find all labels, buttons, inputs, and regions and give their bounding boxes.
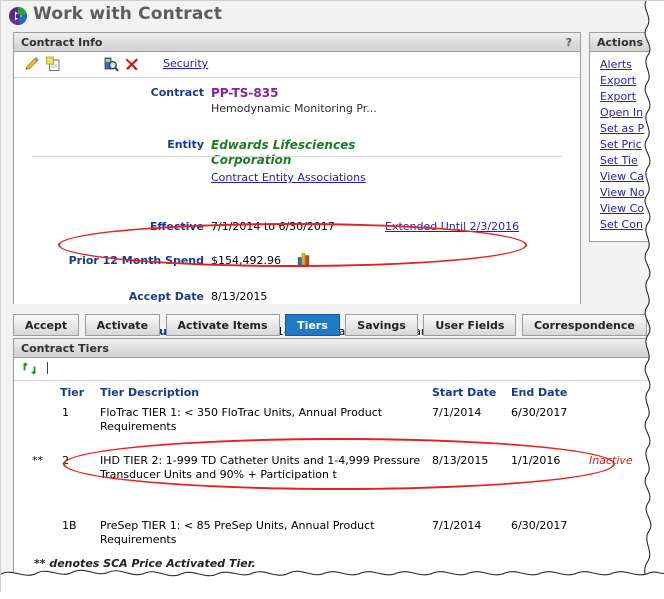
- action-set-tier[interactable]: Set Tie: [600, 154, 638, 167]
- contract-label: Contract: [150, 86, 204, 99]
- action-alerts[interactable]: Alerts: [600, 58, 632, 71]
- contract-info-panel: Contract Info ?: [13, 32, 581, 422]
- field-effective: Effective 7/1/2014 to 6/30/2017 Extended…: [14, 108, 580, 233]
- action-view-co[interactable]: View Co: [600, 202, 645, 215]
- actions-title: Actions: [597, 36, 643, 49]
- field-accept-date: Accept Date 8/13/2015: [14, 138, 580, 303]
- action-open-in[interactable]: Open In: [600, 106, 644, 119]
- contract-info-toolbar: Security: [14, 52, 580, 78]
- effective-value: 7/1/2014 to 6/30/2017: [211, 220, 335, 233]
- tiers-grid-header: Tier Tier Description Start Date End Dat…: [14, 386, 664, 406]
- prior-spend-label: Prior 12 Month Spend: [68, 254, 204, 267]
- magnifier-inspect-icon[interactable]: [103, 56, 119, 72]
- divider: [32, 156, 562, 157]
- tab-correspondence[interactable]: Correspondence: [521, 314, 647, 336]
- field-default-tier: Default Tier IHD TIER 2: 1-999 TD Cathet…: [14, 153, 580, 352]
- row-description: FloTrac TIER 1: < 350 FloTrac Units, Ann…: [100, 406, 383, 433]
- col-end-date: End Date: [511, 386, 568, 399]
- contract-info-header: Contract Info ?: [14, 33, 580, 52]
- col-tier-description: Tier Description: [100, 386, 200, 399]
- action-set-con[interactable]: Set Con: [600, 218, 643, 231]
- action-view-no[interactable]: View No: [600, 186, 645, 199]
- entity-label: Entity: [167, 138, 204, 151]
- field-total-items: Total Items 242: [14, 183, 580, 422]
- field-entity: Entity Edwards Lifesciences Corporation …: [14, 93, 580, 184]
- col-tier: Tier: [60, 386, 85, 399]
- security-link[interactable]: Security: [163, 57, 209, 70]
- app-header: Work with Contract: [1, 1, 664, 31]
- contract-entity-associations-link[interactable]: Contract Entity Associations: [211, 171, 366, 184]
- accept-date-label: Accept Date: [128, 290, 204, 303]
- actions-panel: Actions Alerts Export Export Open In Set…: [589, 32, 664, 242]
- pencil-edit-icon[interactable]: [24, 56, 40, 72]
- row-end-date: 1/1/2016: [511, 454, 561, 467]
- table-row[interactable]: ** 2 IHD TIER 2: 1-999 TD Catheter Units…: [14, 454, 664, 502]
- contract-tiers-title: Contract Tiers: [21, 342, 109, 355]
- contract-tiers-body: Tier Tier Description Start Date End Dat…: [14, 358, 664, 578]
- row-description: IHD TIER 2: 1-999 TD Catheter Units and …: [100, 454, 421, 481]
- accept-date-value: 8/13/2015: [211, 290, 268, 303]
- row-flag: **: [32, 454, 43, 467]
- row-description: PreSep TIER 1: < 85 PreSep Units, Annual…: [100, 519, 375, 546]
- table-row[interactable]: 1 FloTrac TIER 1: < 350 FloTrac Units, A…: [14, 406, 664, 438]
- contract-tiers-header: Contract Tiers: [14, 339, 664, 358]
- text-caret: [47, 362, 48, 374]
- tiers-grid: Tier Tier Description Start Date End Dat…: [14, 386, 664, 551]
- extended-until-link[interactable]: Extended Until 2/3/2016: [385, 220, 520, 233]
- row-tier: 2: [62, 454, 69, 467]
- field-contract: Contract PP-TS-835 Hemodynamic Monitorin…: [14, 78, 580, 115]
- effective-label: Effective: [149, 220, 204, 233]
- action-export-2[interactable]: Export: [600, 90, 637, 103]
- field-prior-spend: Prior 12 Month Spend $154,492.96: [14, 123, 580, 267]
- tab-savings[interactable]: Savings: [345, 314, 418, 336]
- actions-list: Alerts Export Export Open In Set as P Se…: [590, 52, 664, 238]
- contract-tiers-panel: Contract Tiers: [13, 338, 664, 578]
- tab-user-fields[interactable]: User Fields: [423, 314, 517, 336]
- red-x-delete-icon[interactable]: [124, 56, 140, 72]
- action-view-ca[interactable]: View Ca: [600, 170, 645, 183]
- row-start-date: 7/1/2014: [432, 406, 482, 419]
- action-set-as-p[interactable]: Set as P: [600, 122, 645, 135]
- actions-header: Actions: [590, 33, 664, 52]
- bar-chart-icon[interactable]: [296, 251, 312, 270]
- help-icon[interactable]: ?: [565, 36, 572, 49]
- contract-description: Hemodynamic Monitoring Pr...: [211, 102, 377, 115]
- tab-activate-items[interactable]: Activate Items: [165, 314, 280, 336]
- row-end-date: 6/30/2017: [511, 519, 568, 532]
- tiers-footnote: ** denotes SCA Price Activated Tier.: [34, 557, 256, 570]
- tab-strip: Accept Activate Activate Items Tiers Sav…: [13, 314, 664, 338]
- row-start-date: 7/1/2014: [432, 519, 482, 532]
- col-start-date: Start Date: [432, 386, 497, 399]
- tab-tiers[interactable]: Tiers: [285, 314, 340, 336]
- action-export-1[interactable]: Export: [600, 74, 637, 87]
- tab-accept[interactable]: Accept: [13, 314, 80, 336]
- actions-body: Alerts Export Export Open In Set as P Se…: [590, 52, 664, 238]
- row-start-date: 8/13/2015: [432, 454, 489, 467]
- tab-activate[interactable]: Activate: [84, 314, 161, 336]
- contract-value: PP-TS-835: [211, 86, 279, 100]
- prior-spend-value: $154,492.96: [211, 254, 281, 267]
- copy-document-icon[interactable]: [45, 56, 61, 72]
- green-refresh-icon[interactable]: [22, 361, 37, 376]
- row-tier: 1: [62, 406, 69, 419]
- field-tier-participation-end: Tier Participation End Date 1/1/2016: [14, 168, 580, 386]
- tiers-toolbar: [14, 358, 664, 381]
- row-status: Inactive: [589, 454, 633, 467]
- mmm-play-circle-logo-icon: [8, 6, 28, 26]
- contract-info-body: Security Contract PP-TS-835 Hemodynamic …: [14, 52, 580, 422]
- page-title: Work with Contract: [33, 4, 223, 24]
- contract-info-title: Contract Info: [21, 36, 103, 49]
- row-tier: 1B: [62, 519, 77, 532]
- table-row[interactable]: 1B PreSep TIER 1: < 85 PreSep Units, Ann…: [14, 519, 664, 551]
- row-end-date: 6/30/2017: [511, 406, 568, 419]
- action-set-price[interactable]: Set Pric: [600, 138, 642, 151]
